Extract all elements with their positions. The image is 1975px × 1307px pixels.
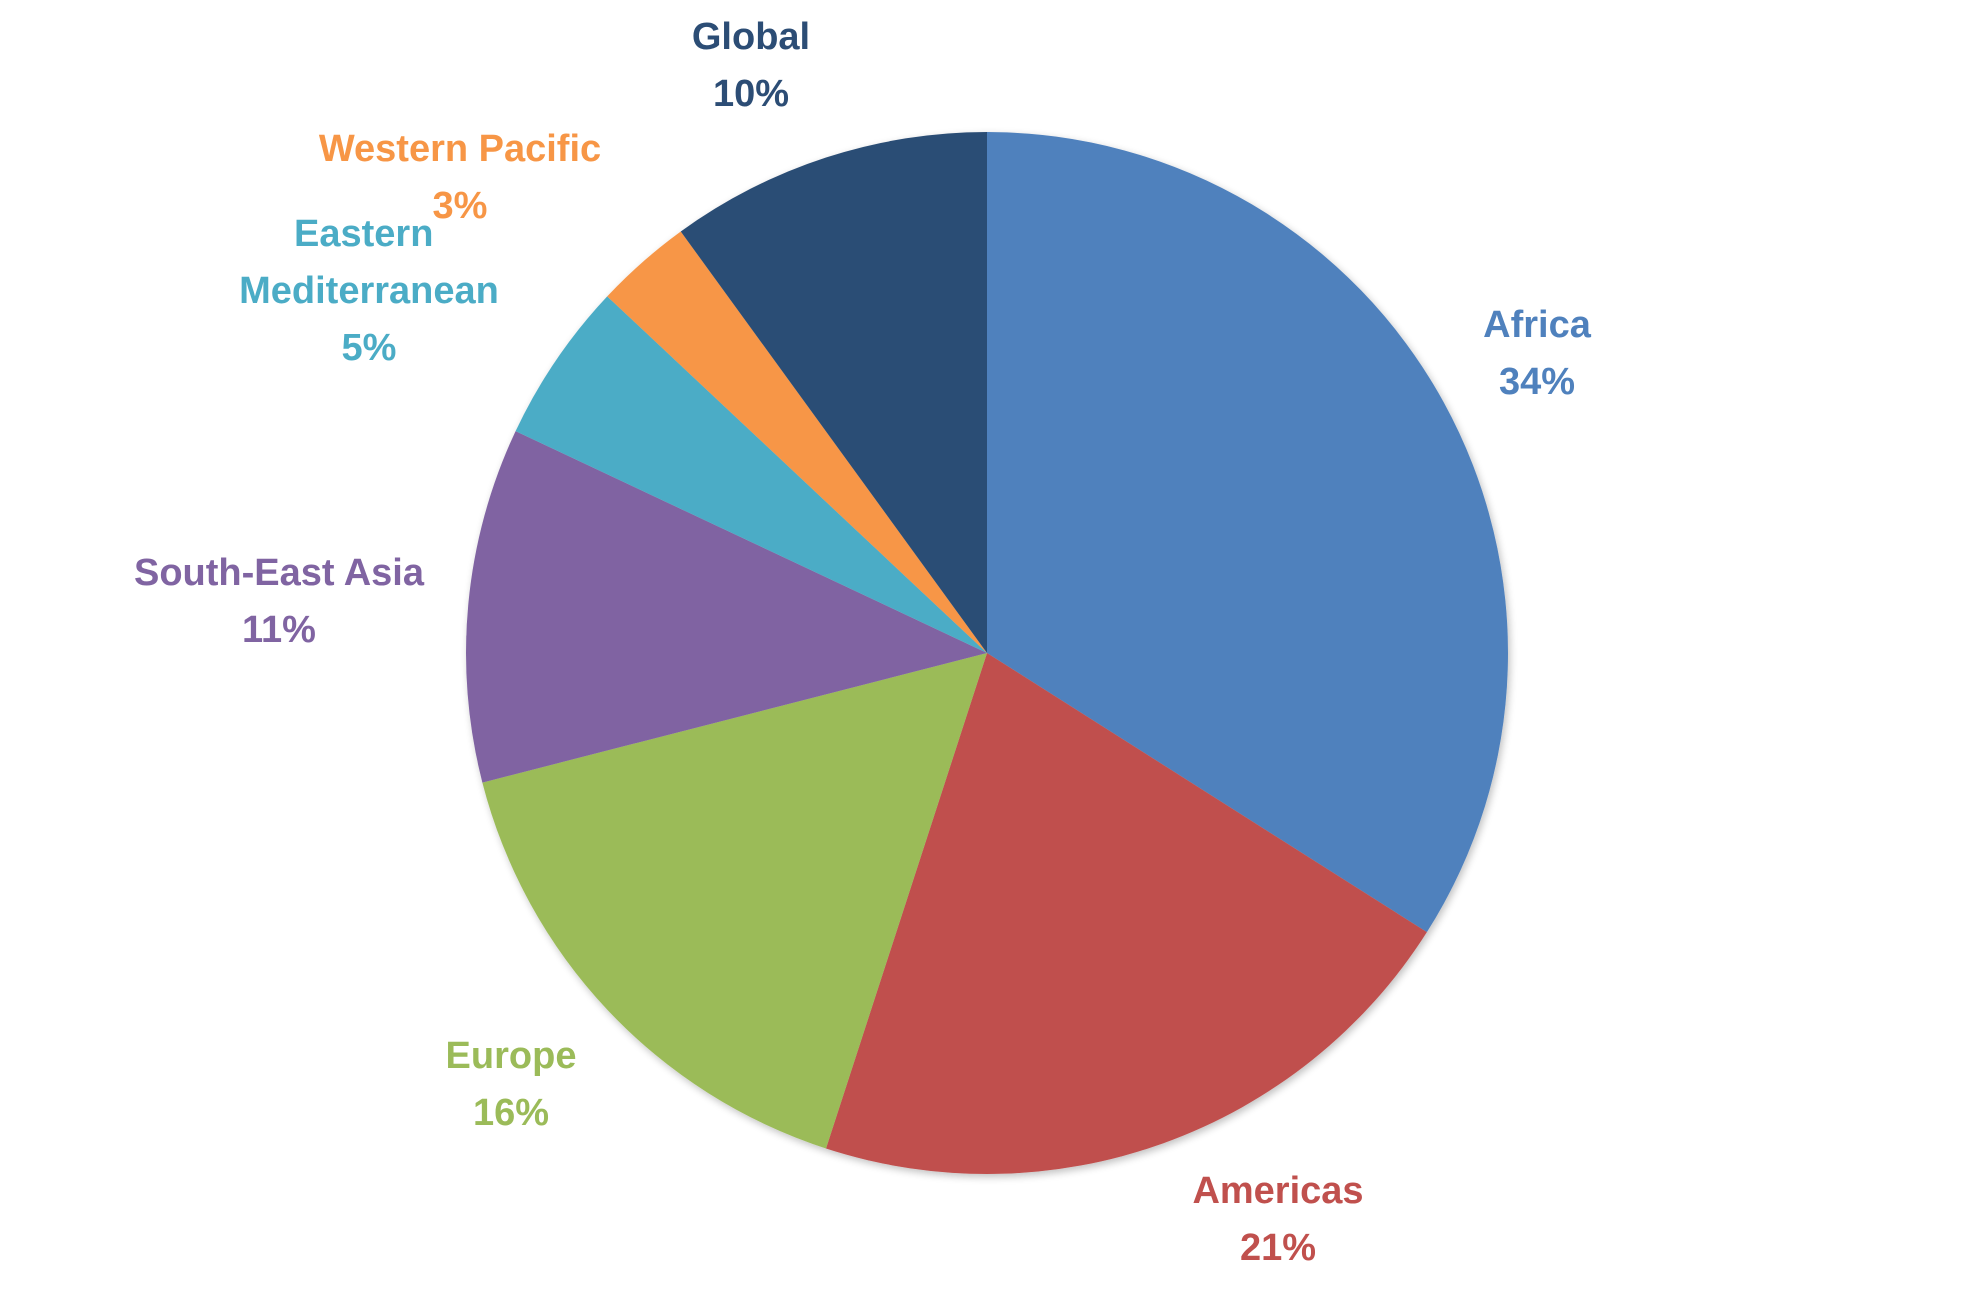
data-label-western-pacific: Western Pacific 3%: [319, 128, 601, 227]
data-label-south-east-asia: South-East Asia 11%: [134, 552, 425, 651]
data-label-value: 21%: [1240, 1227, 1316, 1269]
slices-layer: [466, 132, 1508, 1174]
data-label-name: Europe: [446, 1035, 577, 1077]
data-label-value: 34%: [1499, 361, 1575, 403]
pie-slice-global: [680, 132, 987, 653]
pie-slice-south-east-asia: [466, 431, 987, 783]
data-label-americas: Americas 21%: [1192, 1170, 1363, 1269]
data-label-value: 11%: [242, 609, 316, 651]
data-label-value: 10%: [713, 73, 789, 115]
pie-slice-americas: [826, 653, 1427, 1174]
data-label-eastern-mediterranean: Eastern Mediterranean 5%: [239, 213, 499, 369]
data-label-value: 16%: [473, 1092, 549, 1134]
data-label-name: Americas: [1192, 1170, 1363, 1212]
pie-slice-western-pacific: [607, 231, 987, 653]
data-label-global: Global 10%: [692, 16, 810, 115]
data-label-name: Eastern Mediterranean: [239, 213, 499, 312]
labels-layer: Africa 34% Americas 21% Europe 16% South-East …: [134, 16, 1592, 1269]
pie-slice-europe: [482, 653, 987, 1149]
data-label-value: 3%: [433, 185, 488, 227]
data-label-name: Global: [692, 16, 810, 58]
data-label-name: South-East Asia: [134, 552, 425, 594]
data-label-value: 5%: [342, 327, 397, 369]
pie-slice-africa: [987, 132, 1508, 933]
data-label-name: Africa: [1483, 304, 1592, 346]
data-label-africa: Africa 34%: [1483, 304, 1592, 403]
data-label-europe: Europe 16%: [446, 1035, 577, 1134]
pie-slice-eastern-mediterranean: [515, 296, 987, 653]
data-label-name: Western Pacific: [319, 128, 601, 170]
